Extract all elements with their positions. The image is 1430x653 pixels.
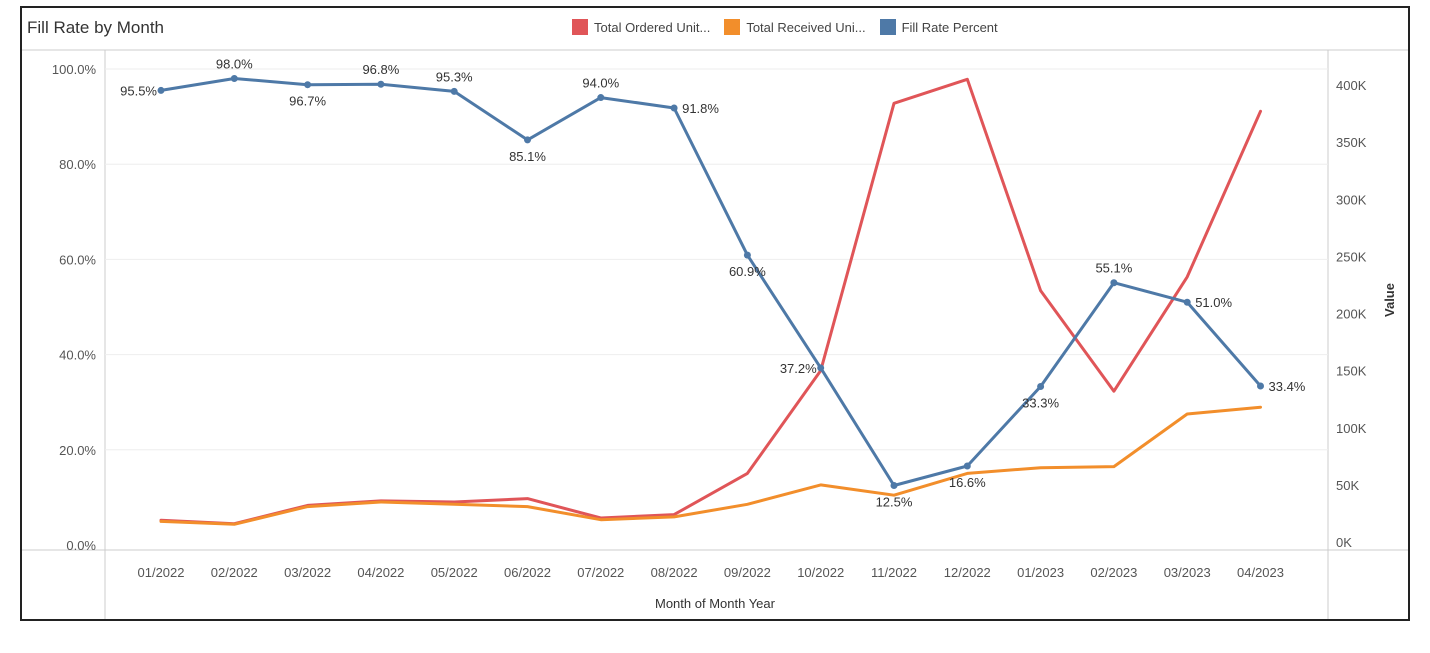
y-right-tick-label: 200K <box>1336 307 1367 322</box>
fill-rate-data-label: 85.1% <box>509 149 546 164</box>
chart-title: Fill Rate by Month <box>27 18 164 37</box>
fill-rate-point <box>450 87 458 95</box>
fill-rate-data-label: 96.7% <box>289 94 326 109</box>
legend-label-fill-rate: Fill Rate Percent <box>901 19 998 35</box>
y-right-tick-label: 300K <box>1336 192 1367 207</box>
y-right-tick-label: 100K <box>1336 421 1367 436</box>
fill-rate-point <box>1257 382 1264 390</box>
legend-item-fill-rate[interactable]: Fill Rate Percent <box>879 19 998 35</box>
fill-rate-data-label: 95.3% <box>436 69 473 84</box>
fill-rate-point <box>1183 298 1191 306</box>
legend-label-received: Total Received Uni... <box>746 19 866 35</box>
y-right-tick-label: 0K <box>1336 535 1352 550</box>
fill-rate-data-label: 16.6% <box>949 475 986 490</box>
x-tick-label: 05/2022 <box>431 565 478 580</box>
fill-rate-data-label: 12.5% <box>876 495 913 510</box>
x-tick-label: 03/2023 <box>1164 565 1211 580</box>
fill-rate-point <box>963 462 971 470</box>
legend-label-ordered: Total Ordered Unit... <box>594 19 711 35</box>
x-tick-label: 07/2022 <box>577 565 624 580</box>
fill-rate-data-label: 55.1% <box>1095 261 1132 276</box>
x-tick-label: 01/2023 <box>1017 565 1064 580</box>
y-left-tick-label: 100.0% <box>52 62 97 77</box>
legend-item-received[interactable]: Total Received Uni... <box>724 19 866 35</box>
fill-rate-point <box>597 94 605 102</box>
y-right-tick-label: 350K <box>1336 135 1367 150</box>
fill-rate-data-label: 33.4% <box>1269 379 1306 394</box>
y-left-tick-label: 20.0% <box>59 443 96 458</box>
legend-item-ordered[interactable]: Total Ordered Unit... <box>572 19 710 35</box>
x-tick-label: 04/2022 <box>357 565 404 580</box>
fill-rate-data-label: 98.0% <box>216 57 253 72</box>
fill-rate-data-label: 51.0% <box>1195 295 1232 310</box>
y-right-tick-label: 150K <box>1336 364 1367 379</box>
y-right-tick-label: 50K <box>1336 478 1359 493</box>
fill-rate-data-label: 94.0% <box>582 76 619 91</box>
fill-rate-data-label: 60.9% <box>729 264 766 279</box>
y-left-tick-label: 80.0% <box>59 157 96 172</box>
x-tick-label: 02/2022 <box>211 565 258 580</box>
y-right-tick-label: 400K <box>1336 78 1367 93</box>
fill-rate-point <box>743 251 751 259</box>
fill-rate-point <box>670 104 678 112</box>
legend-swatch-ordered <box>572 19 588 35</box>
series-line-2 <box>159 77 1262 487</box>
fill-rate-data-label: 96.8% <box>362 62 399 77</box>
x-tick-label: 02/2023 <box>1090 565 1137 580</box>
x-axis-title: Month of Month Year <box>655 596 776 611</box>
x-tick-label: 04/2023 <box>1237 565 1284 580</box>
fill-rate-data-label: 33.3% <box>1022 395 1059 410</box>
fill-rate-point <box>1110 279 1118 287</box>
y-left-tick-label: 60.0% <box>59 252 96 267</box>
series-line-0 <box>159 77 1262 526</box>
x-tick-label: 06/2022 <box>504 565 551 580</box>
x-tick-label: 10/2022 <box>797 565 844 580</box>
series-line-1 <box>159 405 1262 526</box>
fill-rate-point <box>377 80 385 88</box>
fill-rate-point <box>1037 382 1045 390</box>
fill-rate-data-label: 95.5% <box>120 83 157 98</box>
fill-rate-point <box>524 136 531 144</box>
x-tick-label: 08/2022 <box>651 565 698 580</box>
y-right-tick-label: 250K <box>1336 249 1367 264</box>
fill-rate-point <box>304 81 312 89</box>
fill-rate-point <box>230 75 238 83</box>
fill-rate-data-label: 91.8% <box>682 101 719 116</box>
x-tick-label: 09/2022 <box>724 565 771 580</box>
legend-swatch-received <box>724 19 741 35</box>
legend: Total Ordered Unit... Total Received Uni… <box>572 19 998 35</box>
fill-rate-data-label: 37.2% <box>780 361 817 376</box>
y-right-axis-title: Value <box>1382 283 1397 317</box>
x-tick-label: 12/2022 <box>944 565 991 580</box>
x-tick-label: 03/2022 <box>284 565 331 580</box>
fill-rate-point <box>890 482 898 489</box>
fill-rate-point <box>817 364 825 372</box>
fill-rate-point <box>157 86 165 94</box>
x-tick-label: 01/2022 <box>138 565 185 580</box>
legend-swatch-fill-rate <box>879 19 896 35</box>
y-left-tick-label: 0.0% <box>66 538 96 553</box>
y-left-tick-label: 40.0% <box>59 348 96 363</box>
x-tick-label: 11/2022 <box>871 565 917 580</box>
